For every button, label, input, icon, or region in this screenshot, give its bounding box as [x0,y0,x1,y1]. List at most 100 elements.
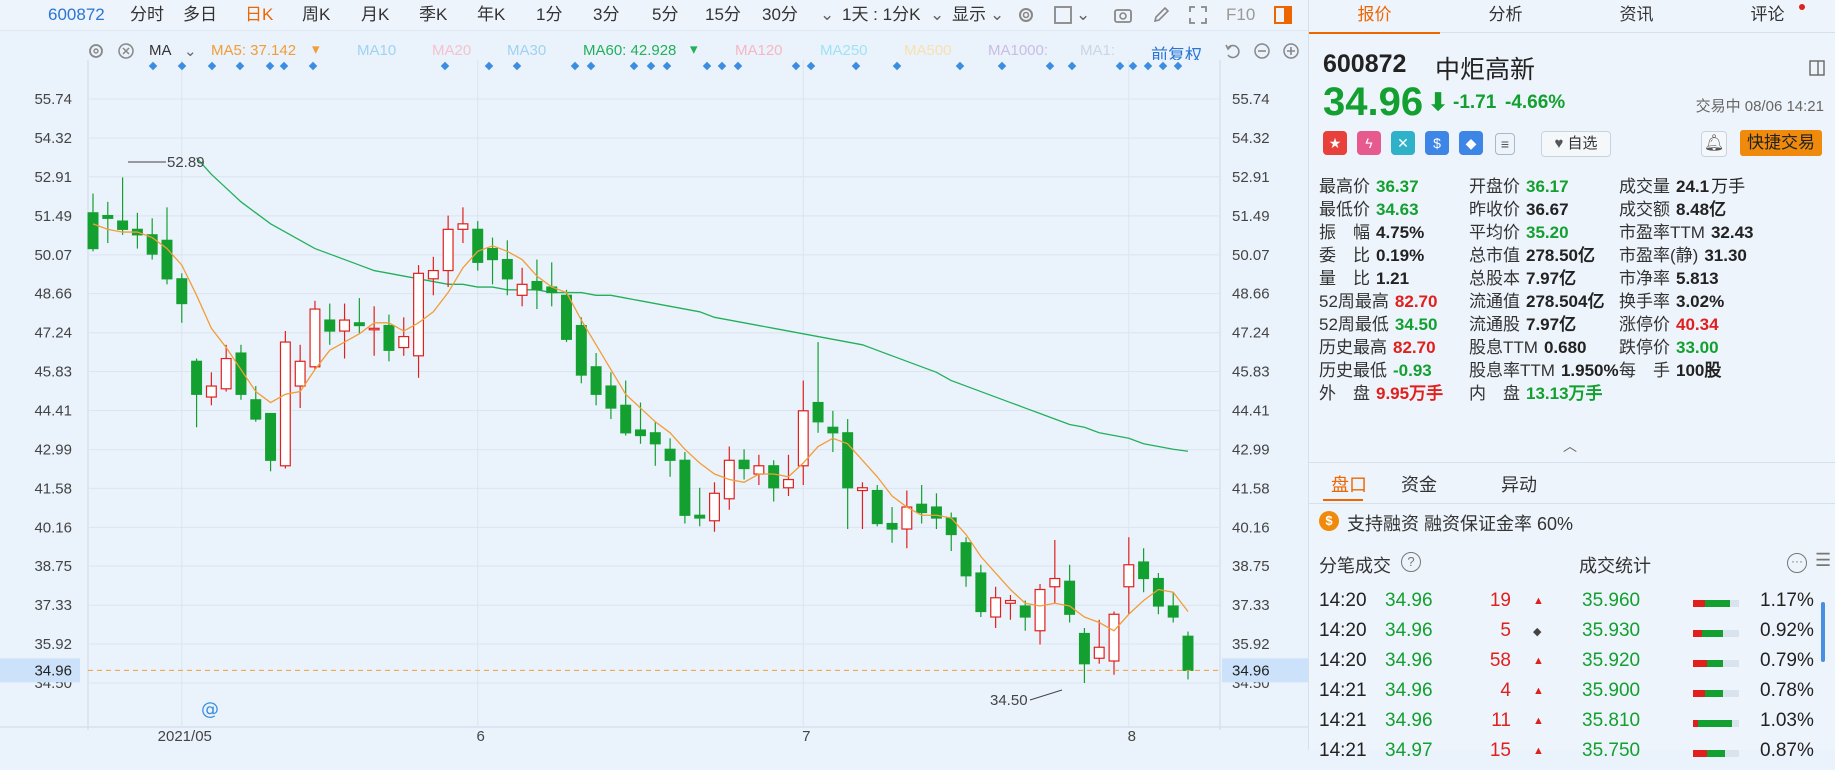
period-tab-rik[interactable]: 日K [245,5,274,24]
quote-field: 每 手 100股 [1619,356,1721,381]
quote-field-value: 0.680 [1543,338,1587,357]
note-icon[interactable]: ≡ [1495,133,1515,155]
tab-orderbook[interactable]: 盘口 [1331,475,1367,495]
y-tick-label-left: 41.58 [34,480,72,497]
period-tab-3min[interactable]: 3分 [593,5,620,24]
period-tab-15min[interactable]: 15分 [705,5,741,24]
period-tab-30min[interactable]: 30分 [762,5,798,24]
ma-label[interactable]: MA [149,42,172,59]
neutral-diamond-icon: ◆ [1533,626,1542,638]
ma5-value: MA5: 37.142 [211,42,297,59]
quote-field-value: 9.95万手 [1376,384,1444,403]
tab-quote[interactable]: 报价 [1309,0,1440,34]
quote-field-label: 成交额 [1619,200,1670,219]
stat-pct: 0.79% [1760,650,1814,671]
candle-up [797,380,809,486]
stock-code[interactable]: 600872 [48,5,105,24]
candlestick-chart[interactable]: 55.74 55.74 54.32 54.32 52.91 52.91 51.49 51.49… [0,60,1308,750]
display-chevron-icon[interactable]: ⌄ [990,5,1005,24]
tab-news[interactable]: 资讯 [1619,5,1654,24]
stat-pct: 0.87% [1760,740,1814,761]
candle-body [1108,613,1120,662]
period-tab-niank[interactable]: 年K [477,5,506,24]
list-menu-icon[interactable]: ☰ [1815,550,1832,570]
layout-chevron-icon[interactable]: ⌄ [1076,5,1091,24]
quote-field-value: 36.37 [1376,177,1419,196]
dollar-icon[interactable]: $ [1425,131,1449,155]
tab-funds[interactable]: 资金 [1401,475,1437,495]
side-panel-toggle-icon[interactable] [1273,5,1293,25]
y-tick-label-left: 47.24 [34,325,72,342]
quick-trade-button[interactable]: 快捷交易 [1740,130,1822,156]
ma-close-icon[interactable] [117,42,135,60]
stat-pct: 1.17% [1760,590,1814,611]
tag-icon[interactable]: ◆ [1459,131,1483,155]
ma-settings-gear-icon[interactable] [87,42,105,60]
trade-list-scrollbar[interactable] [1821,602,1825,662]
quote-field: 市盈率TTM 32.43 [1619,218,1753,243]
settings-gear-icon[interactable] [1016,5,1036,25]
add-watchlist-button[interactable]: ♥ 自选 [1541,131,1611,157]
quote-field-unit: 万手 [1711,177,1746,196]
draw-pencil-icon[interactable] [1151,5,1171,25]
zoom-out-icon[interactable] [1253,42,1271,60]
at-mention-icon[interactable]: @ [201,699,219,720]
shuffle-icon[interactable]: ✕ [1391,131,1415,155]
help-icon[interactable]: ? [1401,552,1421,572]
f10-button[interactable]: F10 [1226,5,1256,24]
trade-time: 14:20 [1319,620,1367,641]
quote-field-label: 内 盘 [1469,384,1520,403]
period-tab-jik[interactable]: 季K [419,5,448,24]
period-tab-5min[interactable]: 5分 [652,5,679,24]
tab-analysis[interactable]: 分析 [1488,5,1523,24]
quote-field-value: 1.950% [1560,361,1619,380]
bell-icon[interactable]: 🔔︎ [1701,131,1727,157]
quote-field-value: 31.30 [1704,246,1747,265]
collapse-chevron-icon[interactable]: ︿ [1563,438,1577,454]
candle-down [161,207,173,285]
quote-field-value: 13.13万手 [1526,384,1603,403]
quote-field: 涨停价 40.34 [1619,310,1719,335]
down-arrow-icon: ⬇ [1428,89,1449,116]
candle-down [664,438,676,477]
display-menu[interactable]: 显示 [952,5,986,24]
range-chevron-icon[interactable]: ⌄ [930,5,945,24]
y-tick-label-left: 37.33 [34,597,72,614]
period-tab-zhouk[interactable]: 周K [302,5,331,24]
lightning-icon[interactable]: ϟ [1357,131,1381,155]
trade-time: 14:21 [1319,710,1367,731]
layout-square-icon[interactable] [1053,5,1073,25]
more-periods-chevron-icon[interactable]: ⌄ [820,5,835,24]
zoom-in-icon[interactable] [1282,42,1300,60]
candle-up [294,344,306,409]
ma-dropdown-chevron-icon[interactable]: ⌄ [184,43,197,60]
panel-collapse-icon[interactable] [1809,60,1825,76]
period-tab-fenshi[interactable]: 分时 [130,5,164,24]
reset-icon[interactable] [1224,42,1242,60]
candle-body [472,228,484,263]
more-icon[interactable]: ··· [1787,553,1807,573]
x-tick-label: 2021/05 [158,728,212,745]
y-tick-label-left: 44.41 [34,403,72,420]
tab-comments[interactable]: 评论 [1750,5,1785,24]
camera-icon[interactable] [1113,5,1133,25]
current-price-tag-left [0,658,80,683]
fullscreen-icon[interactable] [1188,5,1208,25]
quote-field: 开盘价 36.17 [1469,172,1569,197]
candle-up [398,317,410,356]
period-tab-1min[interactable]: 1分 [536,5,563,24]
period-tab-yuek[interactable]: 月K [361,5,390,24]
candle-up [427,256,439,296]
range-select[interactable]: 1天 : 1分K [842,5,921,24]
cn-flag-icon[interactable]: ★ [1323,131,1347,155]
ma5-dropdown-icon[interactable]: ▾ [312,41,320,58]
trade-row: 14:20 34.96 19 ▲ 35.960 1.17% [1309,590,1835,620]
candle-down [324,303,336,345]
candle-down [1152,573,1164,615]
low-annotation-leader [1029,689,1063,701]
period-tab-duori[interactable]: 多日 [183,5,217,24]
ma60-dropdown-icon[interactable]: ▾ [690,41,698,58]
tab-anomaly[interactable]: 异动 [1501,475,1537,495]
candle-down [501,240,513,296]
y-tick-label-right: 40.16 [1232,519,1270,536]
